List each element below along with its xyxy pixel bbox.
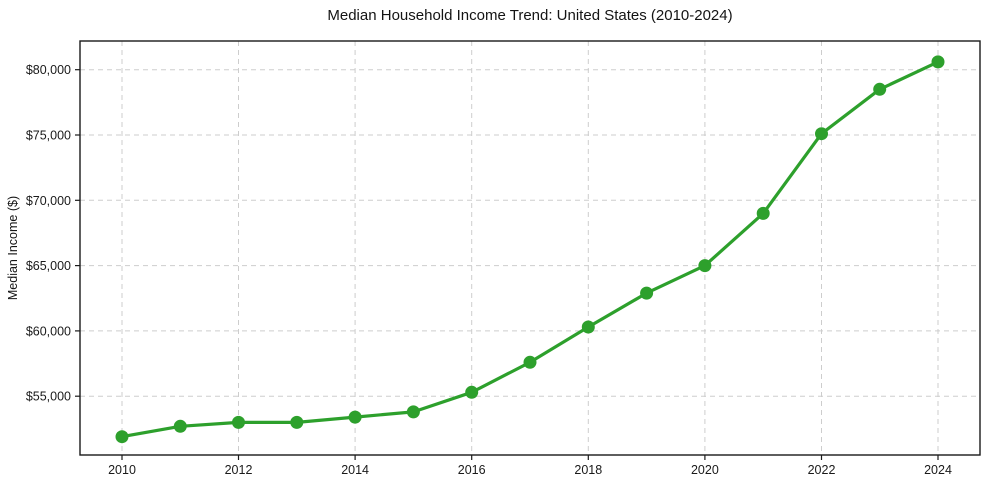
x-tick-label: 2018 (574, 463, 602, 477)
data-point-2021 (756, 206, 770, 220)
data-point-2019 (640, 286, 654, 300)
data-point-2014 (348, 410, 362, 424)
data-point-2020 (698, 259, 712, 273)
y-tick-label: $70,000 (26, 194, 71, 208)
y-tick-label: $65,000 (26, 259, 71, 273)
data-point-2012 (232, 415, 245, 429)
data-point-2013 (290, 415, 304, 429)
plot-border (79, 40, 981, 456)
x-tick-label: 2024 (924, 463, 952, 477)
data-point-2010 (115, 430, 129, 444)
data-point-2015 (406, 405, 420, 419)
x-tick-label: 2022 (808, 463, 836, 477)
x-tick-label: 2014 (341, 463, 369, 477)
y-tick-label: $60,000 (26, 324, 71, 338)
data-point-2024 (931, 55, 945, 69)
x-tick-label: 2012 (225, 463, 253, 477)
y-tick-label: $55,000 (26, 390, 71, 404)
x-tick-label: 2010 (108, 463, 136, 477)
data-point-2022 (815, 127, 828, 141)
chart-title: Median Household Income Trend: United St… (327, 7, 733, 24)
data-point-2018 (581, 320, 595, 334)
x-tick-label: 2016 (458, 463, 486, 477)
data-point-2023 (873, 82, 887, 96)
x-tick-label: 2020 (691, 463, 719, 477)
data-point-2011 (173, 419, 187, 433)
data-point-2017 (523, 355, 537, 369)
income-trend-line (120, 60, 940, 439)
y-tick-label: $80,000 (26, 63, 71, 77)
data-point-2016 (465, 385, 479, 399)
y-tick-label: $75,000 (26, 129, 71, 143)
